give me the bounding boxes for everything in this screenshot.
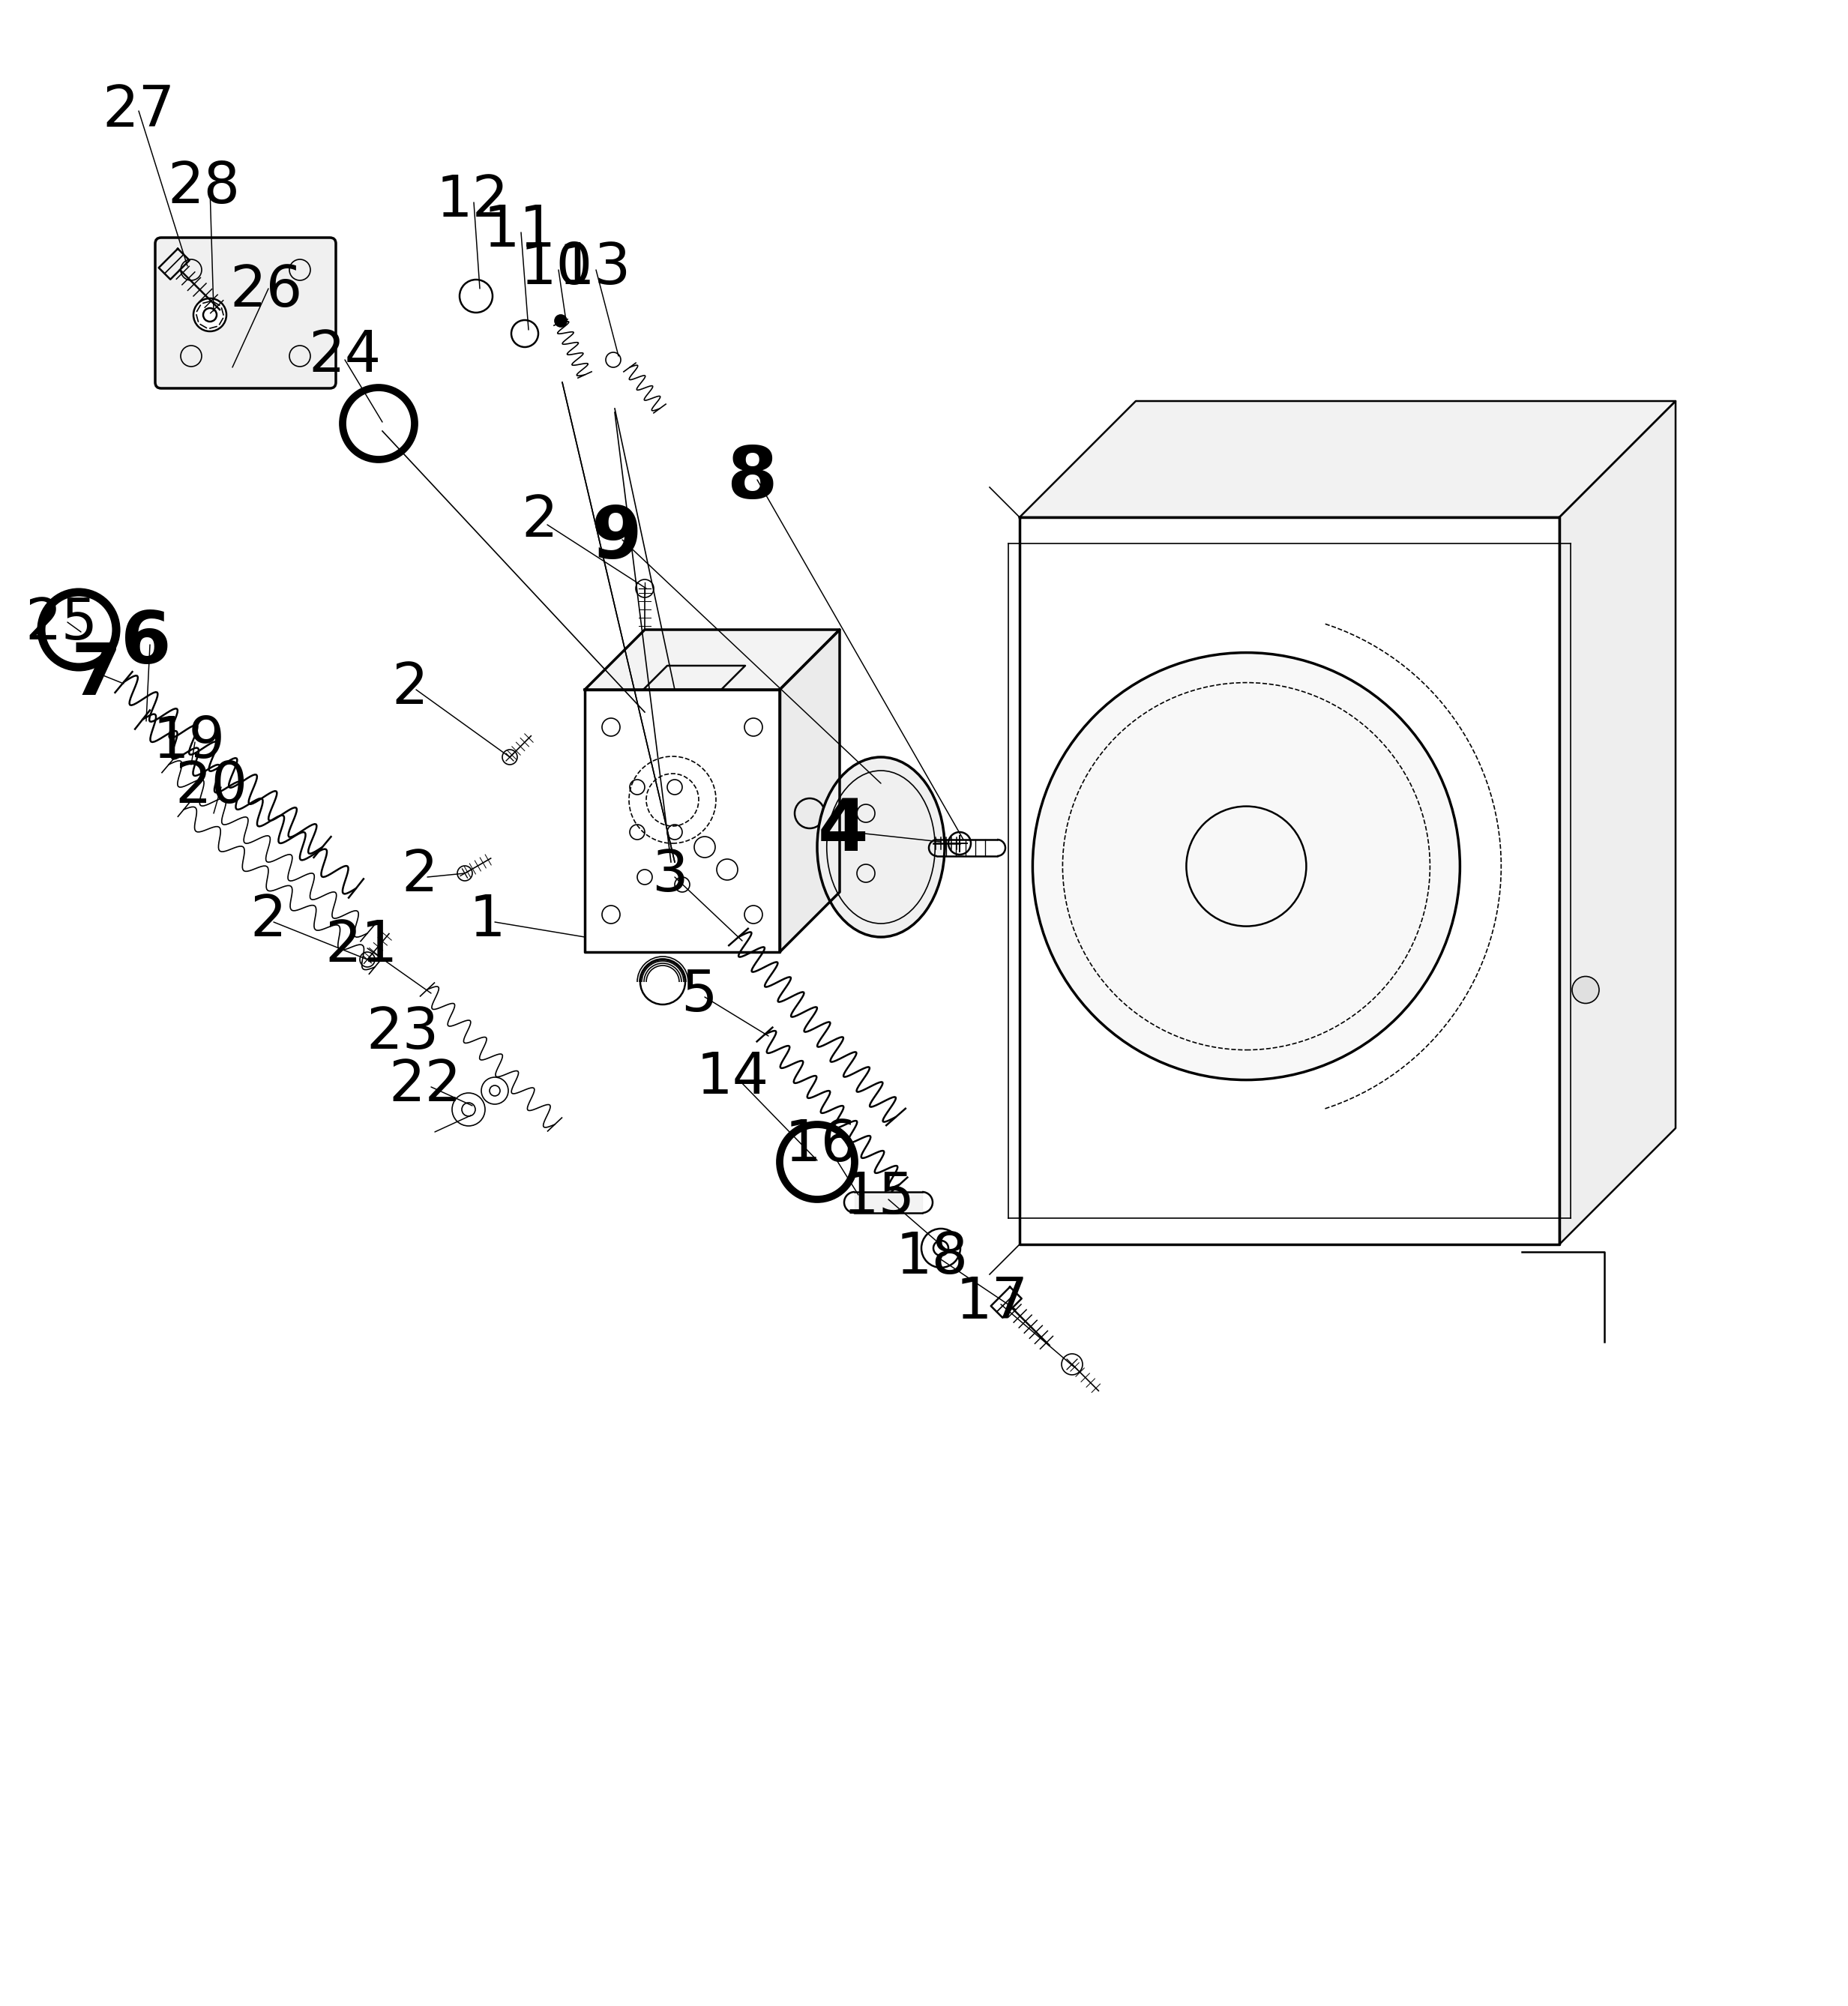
Polygon shape xyxy=(584,630,839,690)
Text: 7: 7 xyxy=(70,640,122,710)
Text: 2: 2 xyxy=(392,660,429,716)
Text: 11: 11 xyxy=(482,203,556,259)
Circle shape xyxy=(554,315,567,327)
Circle shape xyxy=(1061,1354,1083,1374)
Circle shape xyxy=(922,1228,961,1268)
Text: 5: 5 xyxy=(680,967,717,1023)
Circle shape xyxy=(948,832,970,855)
Text: 6: 6 xyxy=(120,608,172,678)
Text: 14: 14 xyxy=(697,1051,769,1105)
Circle shape xyxy=(194,299,227,331)
Text: 4: 4 xyxy=(819,796,869,865)
Ellipse shape xyxy=(817,756,944,937)
Text: 26: 26 xyxy=(229,263,303,319)
Text: 20: 20 xyxy=(176,760,248,814)
Text: 12: 12 xyxy=(436,173,508,229)
Text: 16: 16 xyxy=(784,1117,857,1174)
Circle shape xyxy=(503,750,517,764)
Circle shape xyxy=(360,953,375,967)
Text: 9: 9 xyxy=(591,504,643,574)
Circle shape xyxy=(456,867,473,881)
Text: 13: 13 xyxy=(558,241,630,297)
Text: 23: 23 xyxy=(366,1005,440,1061)
Polygon shape xyxy=(780,630,839,953)
Polygon shape xyxy=(1020,401,1676,518)
Circle shape xyxy=(1573,977,1599,1003)
Text: 3: 3 xyxy=(650,849,687,903)
Text: 28: 28 xyxy=(168,160,240,215)
Text: 19: 19 xyxy=(153,714,225,770)
Circle shape xyxy=(480,1077,508,1103)
Polygon shape xyxy=(1560,401,1676,1244)
Text: 2: 2 xyxy=(249,893,286,949)
Circle shape xyxy=(636,580,654,598)
Text: 15: 15 xyxy=(843,1169,915,1226)
Text: 2: 2 xyxy=(521,493,558,550)
Text: 21: 21 xyxy=(325,919,397,973)
Text: 18: 18 xyxy=(896,1230,968,1286)
Text: 25: 25 xyxy=(26,596,98,652)
Circle shape xyxy=(1033,652,1460,1079)
Text: 27: 27 xyxy=(102,82,176,138)
Circle shape xyxy=(453,1093,484,1125)
Text: 17: 17 xyxy=(955,1276,1027,1330)
Text: 10: 10 xyxy=(519,241,593,297)
Text: 8: 8 xyxy=(726,443,778,514)
Text: 24: 24 xyxy=(309,329,381,383)
FancyBboxPatch shape xyxy=(155,237,336,389)
Text: 2: 2 xyxy=(401,849,438,903)
Text: 22: 22 xyxy=(388,1057,462,1113)
Text: 1: 1 xyxy=(469,893,506,949)
